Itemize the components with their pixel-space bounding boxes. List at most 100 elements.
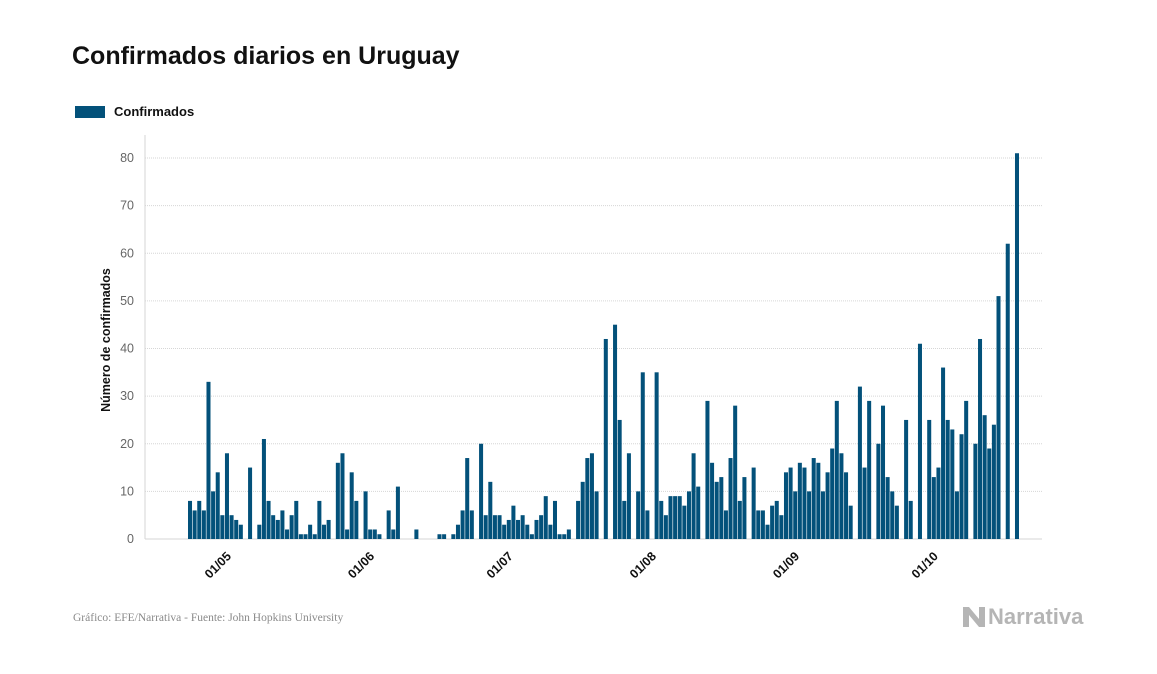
bar bbox=[308, 524, 313, 539]
bar bbox=[345, 529, 350, 539]
bar bbox=[686, 491, 691, 540]
bar bbox=[894, 505, 899, 539]
bar bbox=[867, 400, 872, 539]
bar bbox=[502, 524, 507, 539]
bar bbox=[636, 491, 641, 540]
bar bbox=[201, 510, 206, 539]
bar bbox=[317, 500, 322, 539]
bar bbox=[783, 472, 788, 539]
bar bbox=[372, 529, 377, 539]
bar bbox=[839, 453, 844, 539]
y-tick-label: 30 bbox=[120, 389, 134, 403]
bar bbox=[562, 534, 567, 539]
bar bbox=[516, 519, 521, 539]
bar bbox=[261, 438, 266, 539]
bar bbox=[950, 429, 955, 539]
bar bbox=[576, 500, 581, 539]
bar bbox=[825, 472, 830, 539]
bar bbox=[497, 515, 502, 539]
bar bbox=[931, 477, 936, 539]
bar bbox=[363, 491, 368, 540]
bar bbox=[770, 505, 775, 539]
bar bbox=[834, 400, 839, 539]
bar bbox=[622, 500, 627, 539]
bar bbox=[539, 515, 544, 539]
bar bbox=[793, 491, 798, 540]
brand-logo[interactable]: Narrativa bbox=[963, 604, 1083, 630]
bar bbox=[280, 510, 285, 539]
bar bbox=[460, 510, 465, 539]
bar bbox=[465, 458, 470, 539]
bar bbox=[668, 496, 673, 539]
bar bbox=[534, 519, 539, 539]
bar bbox=[566, 529, 571, 539]
legend: Confirmados bbox=[75, 104, 194, 119]
bar bbox=[978, 338, 983, 539]
bar bbox=[982, 415, 987, 539]
bar bbox=[368, 529, 373, 539]
bar bbox=[908, 500, 913, 539]
y-tick-label: 50 bbox=[120, 294, 134, 308]
bar bbox=[654, 372, 659, 539]
chart-title: Confirmados diarios en Uruguay bbox=[72, 42, 460, 70]
bar bbox=[862, 467, 867, 539]
bar bbox=[321, 524, 326, 539]
footer-source: Gráfico: EFE/Narrativa - Fuente: John Ho… bbox=[73, 612, 344, 624]
bar bbox=[917, 343, 922, 539]
bar bbox=[188, 500, 193, 539]
legend-swatch bbox=[75, 105, 105, 118]
bar bbox=[811, 458, 816, 539]
bar bbox=[488, 481, 493, 539]
bar bbox=[645, 510, 650, 539]
bar bbox=[603, 338, 608, 539]
bar bbox=[437, 534, 442, 539]
bar bbox=[682, 505, 687, 539]
bar bbox=[594, 491, 599, 540]
y-axis-label: Número de confirmados bbox=[99, 268, 113, 412]
bar bbox=[211, 491, 216, 540]
bar bbox=[220, 515, 225, 539]
bar bbox=[303, 534, 308, 539]
bar bbox=[613, 324, 618, 539]
x-tick-label: 01/08 bbox=[627, 549, 659, 581]
y-tick-label: 10 bbox=[120, 484, 134, 498]
bar bbox=[705, 400, 710, 539]
bar bbox=[224, 453, 229, 539]
bar bbox=[996, 296, 1001, 539]
bar bbox=[442, 534, 447, 539]
bar bbox=[248, 467, 253, 539]
bar bbox=[945, 419, 950, 539]
bar bbox=[723, 510, 728, 539]
bar bbox=[617, 419, 622, 539]
bar bbox=[941, 367, 946, 539]
bar bbox=[728, 458, 733, 539]
bar bbox=[820, 491, 825, 540]
bar bbox=[197, 500, 202, 539]
bar bbox=[904, 419, 909, 539]
y-tick-label: 80 bbox=[120, 151, 134, 165]
bar bbox=[271, 515, 276, 539]
bar bbox=[326, 519, 331, 539]
bar bbox=[848, 505, 853, 539]
bar bbox=[696, 486, 701, 539]
bar bbox=[830, 448, 835, 539]
legend-label: Confirmados bbox=[114, 104, 195, 119]
bar bbox=[927, 419, 932, 539]
y-tick-label: 20 bbox=[120, 437, 134, 451]
bar bbox=[580, 481, 585, 539]
bar bbox=[483, 515, 488, 539]
bar bbox=[876, 443, 881, 539]
bar bbox=[959, 434, 964, 539]
bar bbox=[529, 534, 534, 539]
bar bbox=[807, 491, 812, 540]
bar bbox=[691, 453, 696, 539]
bar bbox=[257, 524, 262, 539]
bar bbox=[626, 453, 631, 539]
bar bbox=[589, 453, 594, 539]
bar bbox=[285, 529, 290, 539]
bar bbox=[229, 515, 234, 539]
narrativa-logo-icon bbox=[963, 607, 985, 627]
y-tick-label: 40 bbox=[120, 342, 134, 356]
bar bbox=[557, 534, 562, 539]
